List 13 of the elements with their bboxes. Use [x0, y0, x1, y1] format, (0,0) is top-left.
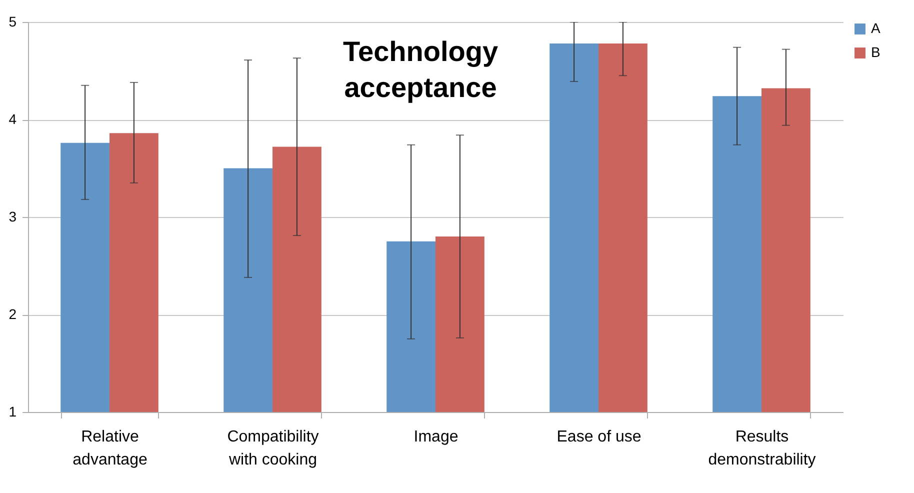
- legend-label: A: [871, 20, 881, 36]
- x-tick-label: Compatibility with cooking: [227, 428, 319, 468]
- text: Technology acceptance: [342, 36, 498, 103]
- y-tick-label: 2: [8, 306, 17, 322]
- y-tick-label: 4: [8, 111, 17, 127]
- x-tick-label: Results demonstrability: [708, 428, 816, 468]
- y-tick-label: 1: [8, 404, 17, 420]
- y-tick-label: 5: [8, 14, 17, 30]
- y-tick-label: 3: [8, 208, 17, 224]
- x-tick-label: Ease of use: [556, 428, 642, 446]
- x-tick-label: Image: [414, 428, 458, 446]
- legend-label: B: [871, 44, 880, 60]
- x-tick-label: Relative advantage: [72, 428, 148, 468]
